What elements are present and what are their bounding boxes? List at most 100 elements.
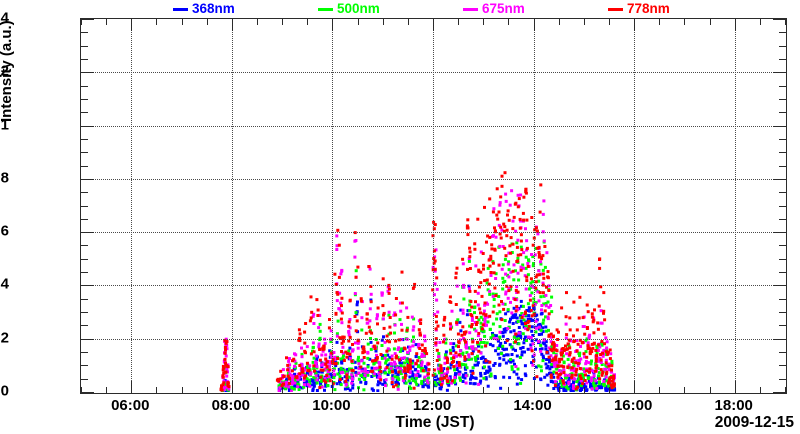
y-tick-right xyxy=(779,325,786,327)
x-tick-minor xyxy=(709,387,711,393)
y-tick-right xyxy=(779,165,786,167)
x-tick-top xyxy=(433,19,434,31)
y-tick-label: 0 xyxy=(0,382,9,400)
x-tick-top xyxy=(357,19,359,25)
y-tick-minor xyxy=(81,325,88,327)
x-tick-top xyxy=(684,19,686,25)
y-tick-right xyxy=(779,58,786,60)
y-tick-right xyxy=(773,232,786,234)
y-tick-right xyxy=(779,205,786,207)
series-500nm xyxy=(220,240,616,392)
y-tick-right xyxy=(773,72,786,74)
legend-label: 500nm xyxy=(337,1,380,17)
y-tick-right xyxy=(779,365,786,367)
x-tick-major xyxy=(533,381,535,393)
x-tick-minor xyxy=(307,387,309,393)
x-tick-major xyxy=(332,381,334,393)
y-tick-right xyxy=(779,312,786,314)
x-tick-top xyxy=(458,19,460,25)
legend-label: 778nm xyxy=(627,1,670,17)
y-tick-major xyxy=(81,285,94,287)
series-778nm xyxy=(219,171,616,392)
y-tick-right xyxy=(779,138,786,140)
y-tick-minor xyxy=(81,378,88,380)
x-tick-minor xyxy=(785,387,786,393)
x-tick-top xyxy=(131,19,133,31)
x-tick-top xyxy=(583,19,585,25)
legend-item-675nm: 675nm xyxy=(463,0,525,18)
y-tick-major xyxy=(81,392,94,393)
y-tick-minor xyxy=(81,312,88,314)
y-tick-minor xyxy=(81,365,88,367)
x-tick-minor xyxy=(483,387,485,393)
chart-legend: 368nm 500nm 675nm 778nm xyxy=(0,0,800,18)
y-tick-right xyxy=(779,258,786,260)
x-tick-label: 08:00 xyxy=(211,397,251,414)
y-tick-right xyxy=(779,98,786,100)
gridline-vertical xyxy=(131,19,133,393)
x-tick-major xyxy=(634,381,636,393)
x-tick-minor xyxy=(583,387,585,393)
y-tick-right xyxy=(779,298,786,300)
x-tick-minor xyxy=(759,387,761,393)
y-tick-right xyxy=(779,152,786,154)
x-tick-minor xyxy=(206,387,208,393)
y-tick-major xyxy=(81,338,94,340)
y-tick-minor xyxy=(81,98,88,100)
y-tick-minor xyxy=(81,272,88,274)
x-tick-major xyxy=(734,381,736,393)
y-tick-major xyxy=(81,178,94,180)
y-tick-right xyxy=(773,125,786,127)
date-annotation: 2009-12-15 xyxy=(714,414,794,431)
y-tick-major xyxy=(81,232,94,234)
legend-line-icon xyxy=(318,7,333,11)
x-tick-label: 16:00 xyxy=(613,397,653,414)
gridline-vertical xyxy=(433,19,434,393)
x-tick-top xyxy=(206,19,208,25)
x-tick-top xyxy=(332,19,334,31)
x-tick-minor xyxy=(407,387,409,393)
legend-line-icon xyxy=(608,7,623,11)
x-tick-top xyxy=(181,19,183,25)
x-tick-top xyxy=(558,19,560,25)
y-tick-right xyxy=(773,338,786,340)
y-tick-minor xyxy=(81,258,88,260)
y-tick-right xyxy=(779,112,786,114)
x-tick-minor xyxy=(282,387,284,393)
legend-item-500nm: 500nm xyxy=(318,0,380,18)
y-tick-right xyxy=(773,285,786,287)
x-tick-minor xyxy=(659,387,661,393)
y-tick-minor xyxy=(81,45,88,47)
x-tick-top xyxy=(81,19,82,25)
y-tick-minor xyxy=(81,85,88,87)
plot-frame xyxy=(80,18,787,394)
y-tick-minor xyxy=(81,245,88,247)
gridline-vertical xyxy=(533,19,535,393)
legend-line-icon xyxy=(173,7,188,11)
x-tick-minor xyxy=(357,387,359,393)
legend-label: 675nm xyxy=(482,1,525,17)
y-tick-major xyxy=(81,72,94,74)
x-tick-top xyxy=(634,19,636,31)
x-tick-top xyxy=(407,19,409,25)
x-tick-major xyxy=(231,381,233,393)
x-tick-minor xyxy=(609,387,610,393)
x-tick-label: 14:00 xyxy=(513,397,552,414)
x-tick-top xyxy=(106,19,108,25)
gridline-vertical xyxy=(332,19,334,393)
y-axis-title: Intensity (a.u.) xyxy=(0,20,15,122)
y-tick-right xyxy=(779,378,786,380)
x-tick-top xyxy=(257,19,258,25)
gridline-vertical xyxy=(231,19,233,393)
y-tick-minor xyxy=(81,32,88,34)
x-tick-top xyxy=(533,19,535,31)
y-tick-right xyxy=(779,45,786,47)
y-tick-minor xyxy=(81,58,88,60)
y-tick-minor xyxy=(81,298,88,300)
x-tick-top xyxy=(709,19,711,25)
gridline-vertical xyxy=(734,19,736,393)
y-tick-label: 0.6 xyxy=(0,222,9,240)
x-tick-minor xyxy=(181,387,183,393)
x-tick-top xyxy=(483,19,485,25)
